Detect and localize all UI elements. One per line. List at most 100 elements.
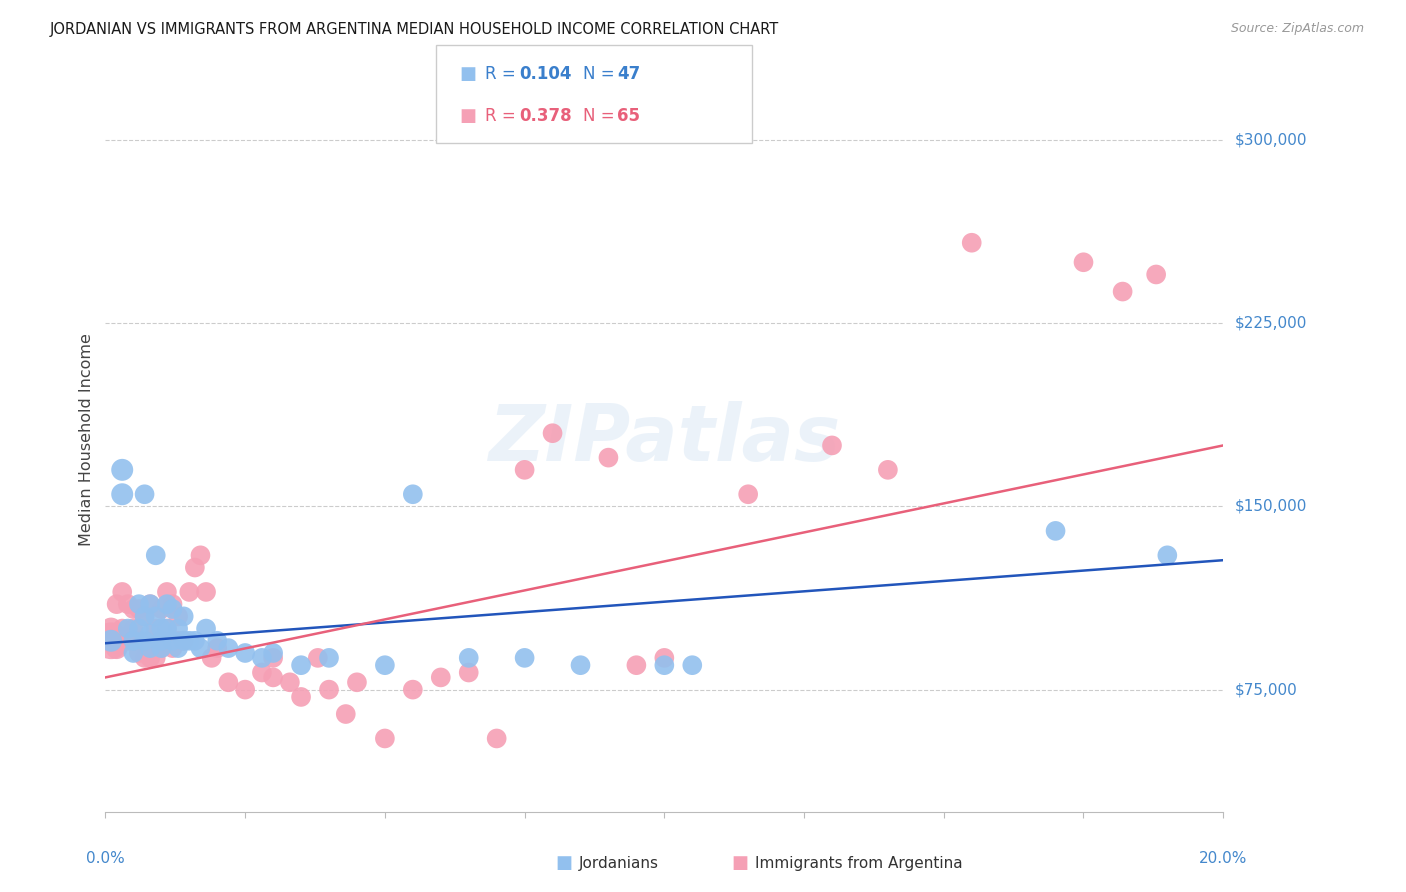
Point (290, 690, 312, 704)
Point (156, 597, 179, 611)
Text: $225,000: $225,000 (1234, 316, 1306, 331)
Point (374, 731, 396, 746)
Point (262, 651, 284, 665)
Point (278, 675, 301, 690)
Point (569, 658, 592, 673)
Text: $150,000: $150,000 (1234, 499, 1306, 514)
Point (318, 682, 340, 697)
Point (233, 646, 256, 660)
Point (374, 658, 396, 673)
Point (139, 651, 162, 665)
Point (117, 633, 139, 648)
Point (134, 651, 156, 665)
Point (134, 609, 156, 624)
Point (173, 633, 195, 648)
Point (1045, 524, 1067, 538)
Text: Jordanians: Jordanians (579, 856, 659, 871)
Point (1144, 268, 1167, 282)
Point (190, 641, 212, 656)
Point (150, 641, 173, 656)
Point (128, 597, 150, 611)
Text: ■: ■ (460, 65, 477, 83)
Point (139, 597, 162, 611)
Point (117, 622, 139, 636)
Point (145, 549, 167, 563)
Point (173, 633, 195, 648)
Text: N =: N = (583, 65, 620, 83)
Point (100, 622, 122, 636)
Point (162, 602, 184, 616)
Point (156, 622, 179, 636)
Point (162, 597, 184, 611)
Point (307, 651, 329, 665)
Point (173, 609, 195, 624)
Point (128, 633, 150, 648)
Point (167, 609, 190, 624)
Point (122, 602, 145, 616)
Text: ■: ■ (555, 855, 572, 872)
Point (145, 651, 167, 665)
Point (111, 487, 134, 501)
Text: R =: R = (485, 65, 522, 83)
Point (217, 675, 239, 690)
Point (145, 622, 167, 636)
Point (156, 585, 179, 599)
Point (207, 633, 229, 648)
Point (821, 438, 844, 452)
Text: 0.378: 0.378 (519, 107, 571, 125)
Point (598, 450, 620, 465)
Point (1073, 255, 1095, 269)
Point (457, 651, 479, 665)
Text: 0.104: 0.104 (519, 65, 571, 83)
Point (167, 641, 190, 656)
Point (346, 675, 368, 690)
Point (134, 633, 156, 648)
Point (250, 651, 273, 665)
Point (233, 682, 256, 697)
Point (402, 682, 425, 697)
Point (430, 670, 453, 684)
Point (877, 463, 900, 477)
Text: R =: R = (485, 107, 522, 125)
Point (139, 626, 162, 640)
Point (195, 585, 218, 599)
Point (139, 641, 162, 656)
Point (184, 633, 207, 648)
Text: 0.0%: 0.0% (86, 851, 125, 865)
Point (134, 609, 156, 624)
Text: 47: 47 (617, 65, 641, 83)
Point (117, 597, 139, 611)
Point (1156, 549, 1178, 563)
Point (134, 487, 156, 501)
Point (960, 235, 983, 250)
Point (150, 633, 173, 648)
Point (128, 622, 150, 636)
Text: ZIPatlas: ZIPatlas (488, 401, 841, 477)
Point (162, 641, 184, 656)
Point (145, 609, 167, 624)
Point (318, 651, 340, 665)
Text: 65: 65 (617, 107, 640, 125)
Point (217, 641, 239, 656)
Text: $300,000: $300,000 (1234, 133, 1306, 148)
Point (122, 646, 145, 660)
Point (262, 670, 284, 684)
Point (513, 463, 536, 477)
Text: ■: ■ (731, 855, 748, 872)
Text: $75,000: $75,000 (1234, 682, 1298, 698)
Point (626, 658, 648, 673)
Point (105, 597, 128, 611)
Text: Immigrants from Argentina: Immigrants from Argentina (755, 856, 963, 871)
Text: ■: ■ (460, 107, 477, 125)
Point (162, 633, 184, 648)
Point (150, 633, 173, 648)
Point (179, 585, 201, 599)
Point (100, 633, 122, 648)
Point (111, 585, 134, 599)
Point (184, 560, 207, 574)
Point (290, 658, 312, 673)
Point (100, 633, 122, 648)
Point (513, 651, 536, 665)
Point (190, 549, 212, 563)
Point (737, 487, 759, 501)
